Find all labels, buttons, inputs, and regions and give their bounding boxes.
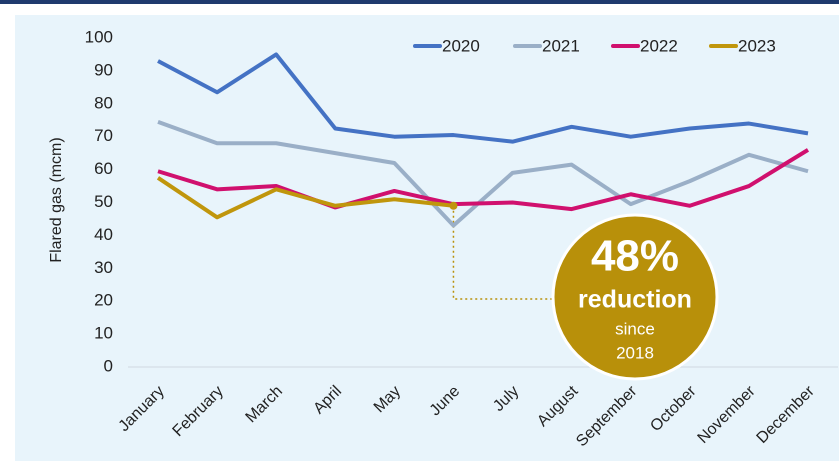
badge-note: since — [615, 319, 655, 338]
y-tick-label: 40 — [94, 225, 113, 244]
top-bar — [0, 0, 839, 4]
series-line — [157, 148, 810, 212]
badge — [551, 213, 719, 381]
y-tick-label: 70 — [94, 126, 113, 145]
badge-note: 2018 — [616, 343, 654, 362]
y-tick-label: 80 — [94, 93, 113, 112]
series-line — [157, 120, 809, 228]
badge-headline: 48% — [591, 232, 679, 281]
leader-line — [452, 205, 560, 300]
legend-label: 2021 — [542, 36, 580, 55]
legend-label: 2020 — [442, 36, 480, 55]
legend-label: 2023 — [738, 36, 776, 55]
panel — [15, 15, 839, 461]
end-dot — [449, 201, 458, 210]
series-line — [157, 52, 809, 144]
y-tick-label: 60 — [94, 159, 113, 178]
y-tick-label: 50 — [94, 192, 113, 211]
y-tick-label: 0 — [104, 356, 113, 375]
y-tick-label: 20 — [94, 291, 113, 310]
legend-label: 2022 — [640, 36, 678, 55]
y-tick-label: 100 — [85, 27, 113, 46]
y-tick-label: 30 — [94, 258, 113, 277]
y-tick-label: 90 — [94, 60, 113, 79]
series-line — [156, 176, 454, 220]
badge-text: reduction — [578, 286, 692, 314]
y-tick-label: 10 — [94, 324, 113, 343]
y-axis-label: Flared gas (mcm) — [48, 137, 65, 262]
